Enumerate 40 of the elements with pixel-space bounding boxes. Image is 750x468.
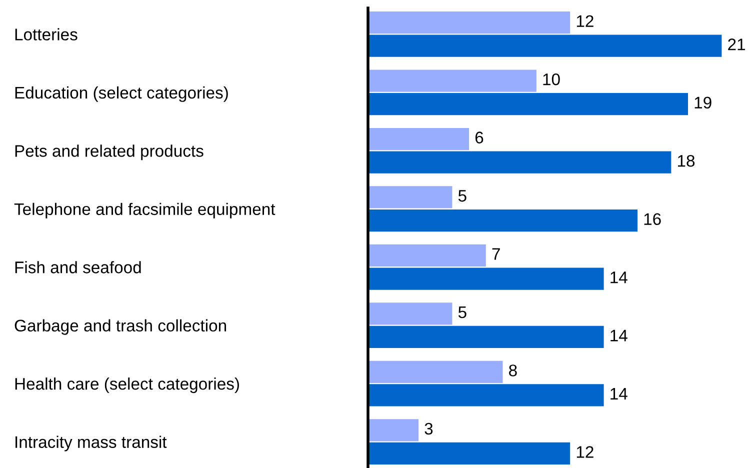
- data-label: 19: [694, 96, 712, 109]
- data-label: 14: [610, 388, 628, 400]
- bar: [368, 209, 638, 232]
- y-tick-label: Fish and seafood: [15, 261, 141, 274]
- y-tick-label: Lotteries: [15, 28, 78, 40]
- bar: [368, 70, 536, 92]
- bar: [368, 34, 722, 57]
- data-label: 7: [492, 248, 500, 260]
- data-label: 14: [610, 330, 628, 342]
- data-label: 6: [475, 132, 484, 144]
- bar: [368, 11, 570, 34]
- bar: [368, 360, 503, 383]
- data-label: 16: [644, 213, 661, 226]
- bar: [368, 419, 419, 442]
- bar: [368, 186, 452, 208]
- data-label: 5: [458, 306, 466, 318]
- data-label: 3: [424, 422, 433, 435]
- bar: [368, 384, 604, 406]
- y-tick-label: Garbage and trash collection: [14, 319, 226, 335]
- data-label: 10: [543, 73, 560, 86]
- bar: [368, 326, 604, 348]
- bar: [368, 128, 470, 150]
- y-tick-label: Education (select categories): [15, 86, 228, 102]
- bar: [368, 93, 688, 116]
- y-tick-label: Intracity mass transit: [16, 436, 167, 452]
- data-label: 12: [576, 446, 594, 458]
- data-label: 14: [610, 272, 628, 284]
- bar: [368, 442, 570, 465]
- bar: [368, 268, 604, 290]
- y-tick-label: Health care (select categories): [15, 378, 239, 394]
- data-label: 8: [509, 364, 517, 376]
- bar: [368, 244, 486, 267]
- data-label: 21: [728, 38, 745, 50]
- data-label: 18: [678, 154, 695, 167]
- y-tick-label: Pets and related products: [15, 144, 204, 160]
- data-label: 5: [458, 190, 466, 202]
- bar: [368, 151, 672, 174]
- y-tick-label: Telephone and facsimile equipment: [14, 202, 276, 218]
- bar: [368, 302, 452, 325]
- data-label: 12: [576, 15, 594, 27]
